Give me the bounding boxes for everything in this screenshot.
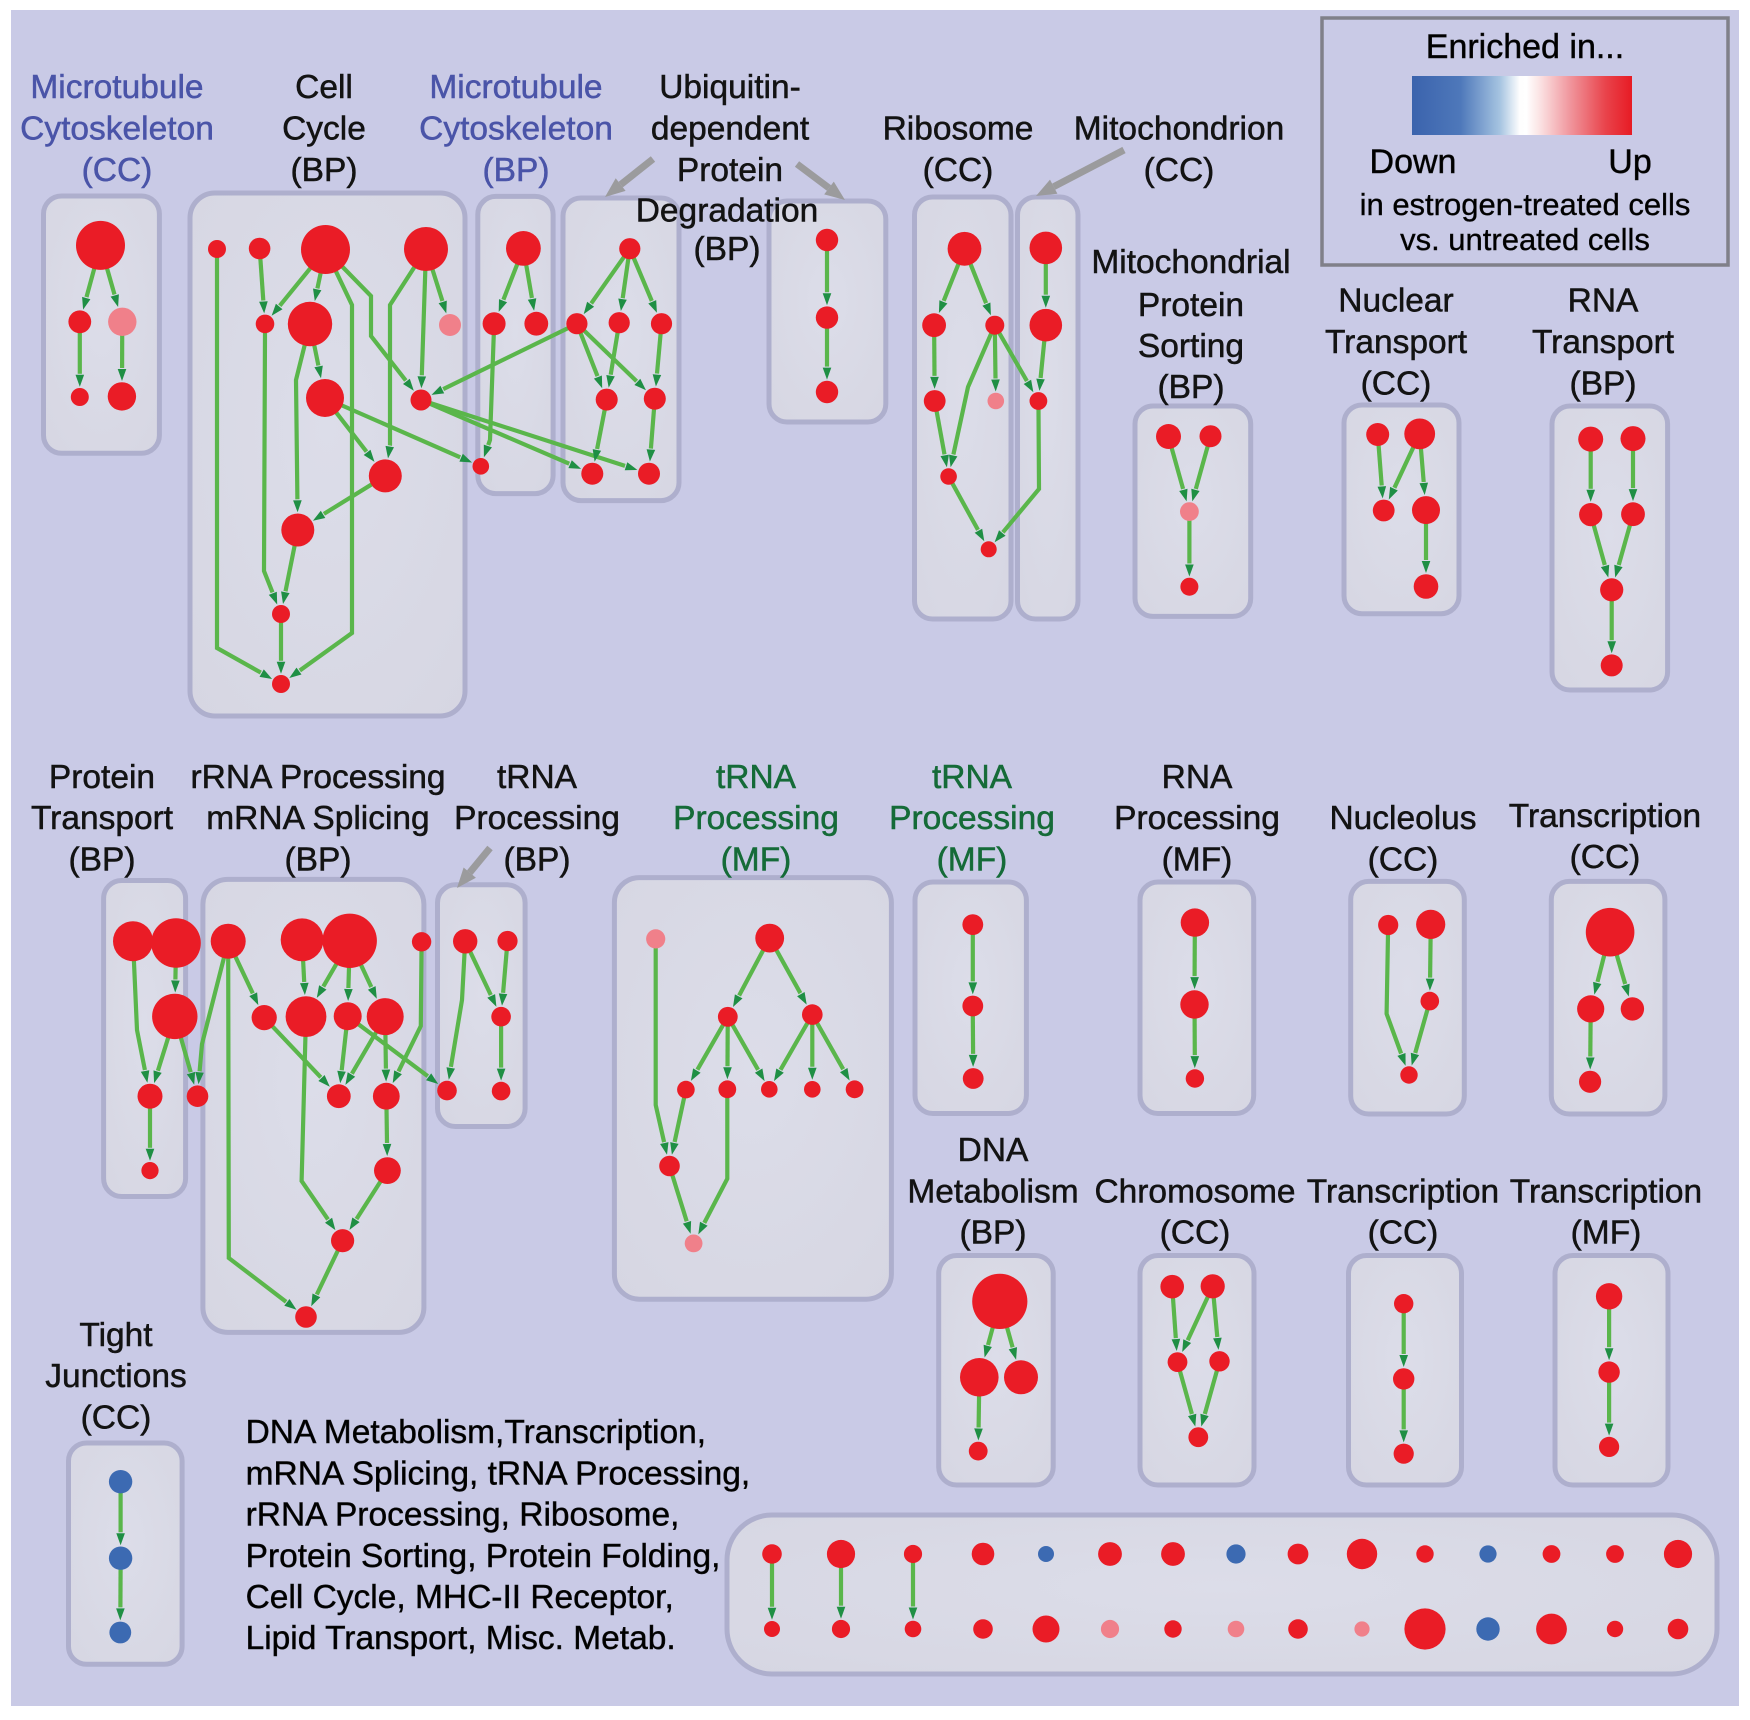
svg-text:(MF): (MF)	[937, 841, 1008, 878]
svg-text:tRNA: tRNA	[932, 759, 1013, 796]
svg-text:mRNA Splicing, tRNA Processing: mRNA Splicing, tRNA Processing,	[246, 1455, 751, 1492]
svg-text:(CC): (CC)	[1160, 1215, 1231, 1252]
svg-text:(CC): (CC)	[82, 152, 153, 189]
svg-text:Transcription: Transcription	[1510, 1173, 1702, 1210]
svg-text:Protein: Protein	[677, 152, 783, 189]
svg-text:Transport: Transport	[31, 800, 174, 837]
svg-text:(CC): (CC)	[923, 152, 994, 189]
svg-text:Processing: Processing	[454, 800, 620, 837]
svg-text:(BP): (BP)	[483, 152, 550, 189]
svg-text:(CC): (CC)	[1570, 839, 1641, 876]
svg-text:Transcription: Transcription	[1307, 1173, 1499, 1210]
svg-text:Transport: Transport	[1532, 324, 1675, 361]
svg-text:Chromosome: Chromosome	[1094, 1173, 1295, 1210]
svg-text:Microtubule: Microtubule	[30, 69, 203, 106]
svg-text:Junctions: Junctions	[45, 1358, 187, 1395]
svg-text:RNA: RNA	[1568, 282, 1639, 319]
svg-text:tRNA: tRNA	[497, 759, 578, 796]
svg-text:(CC): (CC)	[1361, 365, 1432, 402]
svg-text:RNA: RNA	[1162, 759, 1233, 796]
svg-text:(BP): (BP)	[1158, 369, 1225, 406]
svg-text:Tight: Tight	[79, 1317, 153, 1354]
svg-text:Transcription: Transcription	[1509, 798, 1701, 835]
svg-text:(BP): (BP)	[960, 1215, 1027, 1252]
svg-text:dependent: dependent	[651, 110, 810, 147]
svg-text:Processing: Processing	[889, 800, 1055, 837]
svg-text:Microtubule: Microtubule	[429, 69, 602, 106]
svg-text:Transport: Transport	[1325, 324, 1468, 361]
svg-text:Cell: Cell	[295, 69, 353, 106]
svg-text:Cytoskeleton: Cytoskeleton	[20, 110, 214, 147]
svg-text:Processing: Processing	[1114, 800, 1280, 837]
svg-text:Cytoskeleton: Cytoskeleton	[419, 110, 613, 147]
svg-text:rRNA Processing: rRNA Processing	[190, 759, 445, 796]
svg-text:Up: Up	[1608, 143, 1651, 181]
svg-text:vs. untreated cells: vs. untreated cells	[1400, 222, 1650, 257]
svg-text:Cycle: Cycle	[282, 110, 366, 147]
svg-text:Degradation: Degradation	[636, 192, 819, 229]
svg-text:(MF): (MF)	[721, 841, 792, 878]
svg-text:DNA: DNA	[958, 1132, 1029, 1169]
svg-text:Lipid Transport, Misc. Metab.: Lipid Transport, Misc. Metab.	[246, 1620, 676, 1657]
svg-text:Mitochondrial: Mitochondrial	[1091, 244, 1290, 281]
svg-text:(CC): (CC)	[81, 1400, 152, 1437]
svg-text:Protein: Protein	[49, 759, 155, 796]
svg-text:Processing: Processing	[673, 800, 839, 837]
svg-text:Mitochondrion: Mitochondrion	[1074, 110, 1284, 147]
svg-text:(BP): (BP)	[694, 231, 761, 268]
svg-text:DNA Metabolism,Transcription,: DNA Metabolism,Transcription,	[246, 1414, 706, 1451]
svg-text:(CC): (CC)	[1368, 841, 1439, 878]
svg-text:(CC): (CC)	[1144, 152, 1215, 189]
svg-text:Protein Sorting, Protein Foldi: Protein Sorting, Protein Folding,	[246, 1538, 721, 1575]
svg-text:(BP): (BP)	[1570, 365, 1637, 402]
svg-text:(MF): (MF)	[1571, 1215, 1642, 1252]
svg-text:(CC): (CC)	[1368, 1215, 1439, 1252]
svg-text:in estrogen-treated cells: in estrogen-treated cells	[1360, 187, 1691, 222]
svg-text:tRNA: tRNA	[716, 759, 797, 796]
svg-text:Metabolism: Metabolism	[907, 1173, 1078, 1210]
svg-text:Sorting: Sorting	[1138, 328, 1244, 365]
svg-text:(MF): (MF)	[1162, 841, 1233, 878]
svg-text:Enriched in...: Enriched in...	[1426, 28, 1624, 66]
svg-text:Protein: Protein	[1138, 287, 1244, 324]
svg-text:(BP): (BP)	[69, 841, 136, 878]
svg-text:Down: Down	[1370, 143, 1457, 181]
svg-text:Cell Cycle, MHC-II Receptor,: Cell Cycle, MHC-II Receptor,	[246, 1579, 674, 1616]
svg-text:(BP): (BP)	[504, 841, 571, 878]
svg-text:mRNA Splicing: mRNA Splicing	[206, 800, 429, 837]
svg-text:Ubiquitin-: Ubiquitin-	[659, 69, 801, 106]
svg-text:Nuclear: Nuclear	[1338, 282, 1453, 319]
svg-text:Nucleolus: Nucleolus	[1329, 800, 1476, 837]
svg-text:rRNA Processing, Ribosome,: rRNA Processing, Ribosome,	[246, 1497, 680, 1534]
svg-text:(BP): (BP)	[291, 152, 358, 189]
svg-text:Ribosome: Ribosome	[883, 110, 1034, 147]
svg-text:(BP): (BP)	[285, 841, 352, 878]
